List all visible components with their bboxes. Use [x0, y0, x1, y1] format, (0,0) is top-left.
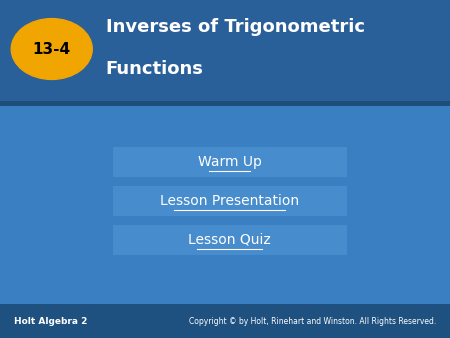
Circle shape: [11, 19, 92, 79]
FancyBboxPatch shape: [112, 225, 346, 255]
FancyBboxPatch shape: [112, 147, 346, 177]
Text: Lesson Presentation: Lesson Presentation: [160, 194, 299, 208]
Text: Lesson Quiz: Lesson Quiz: [188, 233, 271, 247]
Text: Holt Algebra 2: Holt Algebra 2: [14, 317, 87, 325]
Text: Copyright © by Holt, Rinehart and Winston. All Rights Reserved.: Copyright © by Holt, Rinehart and Winsto…: [189, 317, 436, 325]
FancyBboxPatch shape: [112, 186, 346, 216]
FancyBboxPatch shape: [0, 101, 450, 106]
FancyBboxPatch shape: [0, 304, 450, 338]
FancyBboxPatch shape: [0, 0, 450, 101]
Text: 13-4: 13-4: [33, 42, 71, 56]
Text: Functions: Functions: [106, 60, 203, 78]
Text: Inverses of Trigonometric: Inverses of Trigonometric: [106, 18, 365, 36]
Text: Warm Up: Warm Up: [198, 155, 261, 169]
